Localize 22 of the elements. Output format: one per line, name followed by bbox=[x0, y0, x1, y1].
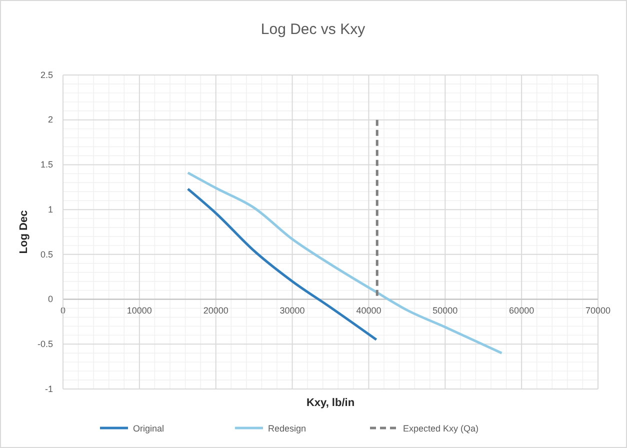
x-axis-title: Kxy, lb/in bbox=[306, 397, 355, 409]
x-tick-label: 70000 bbox=[585, 306, 611, 316]
line-series bbox=[186, 172, 503, 354]
y-tick-label: -0.5 bbox=[37, 339, 53, 350]
y-tick-label: 2 bbox=[48, 114, 53, 125]
y-tick-label: 2.5 bbox=[40, 70, 53, 80]
x-tick-label: 10000 bbox=[126, 306, 152, 316]
x-tick-label: 50000 bbox=[432, 306, 458, 316]
legend-label: Original bbox=[133, 424, 164, 434]
y-tick-label: 1 bbox=[48, 204, 53, 214]
legend-label: Redesign bbox=[268, 424, 306, 434]
x-tick-label: 60000 bbox=[509, 306, 534, 316]
y-tick-label: 1.5 bbox=[40, 160, 53, 170]
y-tick-label: 0 bbox=[48, 294, 53, 304]
y-tick-label: -1 bbox=[44, 384, 53, 394]
chart-title: Log Dec vs Kxy bbox=[260, 21, 366, 38]
x-tick-label: 20000 bbox=[203, 306, 228, 316]
legend-label: Expected Kxy (Qa) bbox=[403, 424, 479, 434]
x-tick-label: 30000 bbox=[280, 306, 305, 316]
y-axis-title: Log Dec bbox=[18, 210, 30, 254]
x-tick-label: 40000 bbox=[356, 306, 382, 316]
y-tick-label: 0.5 bbox=[40, 249, 53, 260]
